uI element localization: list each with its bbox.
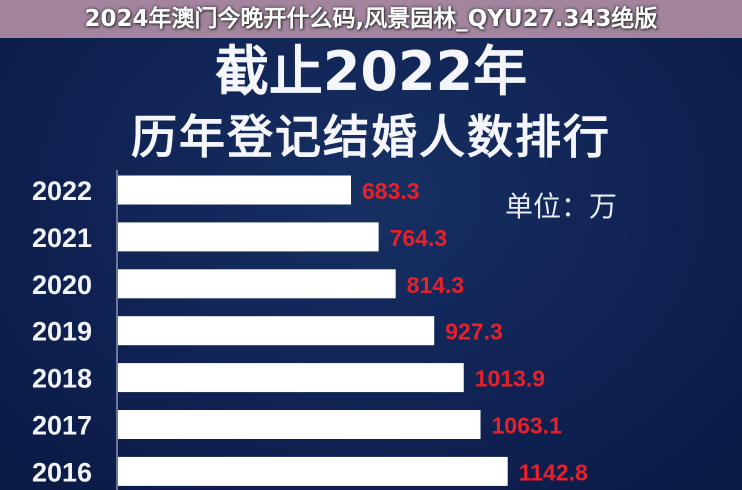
category-label: 2017 xyxy=(32,411,92,441)
value-label: 927.3 xyxy=(445,319,503,345)
category-label: 2019 xyxy=(32,317,92,347)
value-label: 814.3 xyxy=(407,272,465,298)
caption-band xyxy=(0,0,742,38)
category-label: 2021 xyxy=(32,223,92,253)
chart-title: 截止2022年 xyxy=(214,40,528,103)
value-label: 764.3 xyxy=(390,225,448,251)
category-label: 2022 xyxy=(32,176,92,206)
caption-text: 2024年澳门今晚开什么码,风景园林_QYU27.343绝版 xyxy=(84,6,658,32)
bar xyxy=(118,269,396,299)
value-label: 683.3 xyxy=(362,178,420,204)
category-label: 2020 xyxy=(32,270,92,300)
value-label: 1142.8 xyxy=(519,459,588,485)
unit-label: 单位：万 xyxy=(505,190,618,223)
bar xyxy=(118,363,464,393)
bar xyxy=(118,175,352,205)
value-label: 1013.9 xyxy=(475,366,545,392)
bar xyxy=(118,456,508,486)
category-label: 2016 xyxy=(32,457,92,487)
chart-subtitle: 历年登记结婚人数排行 xyxy=(131,110,611,164)
bar xyxy=(118,410,481,439)
category-label: 2018 xyxy=(32,364,92,394)
bar xyxy=(118,316,435,346)
bar xyxy=(118,222,379,252)
value-label: 1063.1 xyxy=(492,413,563,439)
